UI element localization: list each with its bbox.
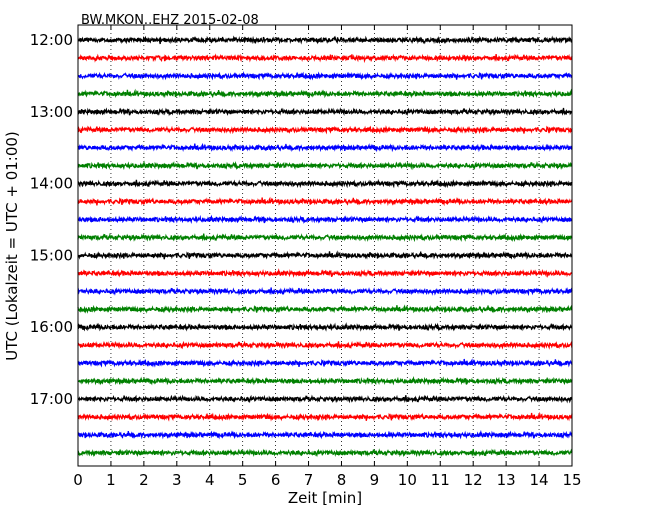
trace-13:45 xyxy=(77,160,573,171)
x-tick-label: 10 xyxy=(398,471,417,489)
trace-12:30 xyxy=(77,71,573,81)
trace-15:15 xyxy=(77,268,573,278)
trace-14:30 xyxy=(77,214,573,225)
trace-17:00 xyxy=(77,394,573,404)
trace-13:30 xyxy=(77,142,573,153)
trace-12:45 xyxy=(77,88,573,99)
trace-13:00 xyxy=(77,107,573,117)
plot-frame xyxy=(77,24,573,467)
x-tick-label: 0 xyxy=(73,471,83,489)
trace-12:15 xyxy=(77,53,573,64)
x-tick-label: 9 xyxy=(370,471,380,489)
trace-14:15 xyxy=(77,196,573,207)
y-axis: 12:00 13:00 14:00 15:00 16:00 17:00 xyxy=(30,31,572,408)
grid xyxy=(110,25,540,466)
trace-16:00 xyxy=(77,322,573,332)
trace-12:00 xyxy=(77,35,573,45)
trace-17:30 xyxy=(77,429,573,440)
trace-15:45 xyxy=(77,304,573,314)
trace-16:15 xyxy=(77,340,573,350)
chart-title: BW.MKON..EHZ 2015-02-08 xyxy=(81,13,259,28)
x-tick-label: 14 xyxy=(530,471,549,489)
x-tick-label: 1 xyxy=(106,471,116,489)
x-tick-label: 3 xyxy=(172,471,182,489)
x-tick-label: 7 xyxy=(304,471,314,489)
x-tick-label: 12 xyxy=(464,471,483,489)
y-tick-label: 15:00 xyxy=(30,246,73,264)
y-tick-label: 16:00 xyxy=(30,318,73,336)
x-tick-label: 8 xyxy=(337,471,347,489)
trace-14:00 xyxy=(77,178,573,189)
y-tick-label: 12:00 xyxy=(30,31,73,49)
y-tick-label: 14:00 xyxy=(30,175,73,193)
x-tick-label: 15 xyxy=(562,471,581,489)
x-tick-label: 4 xyxy=(205,471,215,489)
y-tick-label: 17:00 xyxy=(30,390,73,408)
trace-17:15 xyxy=(77,411,573,422)
x-axis: 0 1 2 3 4 5 6 7 8 9 10 11 12 13 14 15 xyxy=(73,25,582,489)
y-tick-label: 13:00 xyxy=(30,103,73,121)
x-tick-label: 13 xyxy=(497,471,516,489)
x-tick-label: 2 xyxy=(139,471,149,489)
trace-15:00 xyxy=(77,250,573,260)
x-tick-label: 5 xyxy=(238,471,248,489)
trace-16:45 xyxy=(77,375,573,386)
x-tick-label: 11 xyxy=(431,471,450,489)
y-axis-label: UTC (Lokalzeit = UTC + 01:00) xyxy=(3,131,21,361)
trace-15:30 xyxy=(77,286,573,297)
x-tick-label: 6 xyxy=(271,471,281,489)
trace-14:45 xyxy=(77,232,573,243)
traces xyxy=(77,35,573,458)
trace-17:45 xyxy=(77,448,573,458)
trace-16:30 xyxy=(77,358,573,368)
x-axis-label: Zeit [min] xyxy=(288,489,362,507)
trace-13:15 xyxy=(77,125,573,135)
